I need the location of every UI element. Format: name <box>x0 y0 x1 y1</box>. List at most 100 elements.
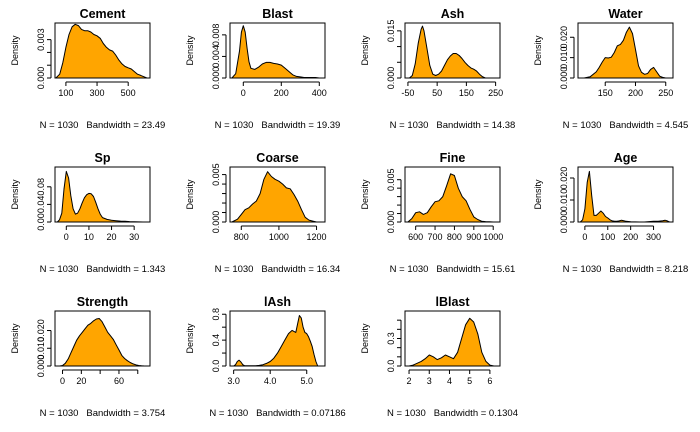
cement-x-tick-label: 100 <box>58 88 73 98</box>
lblast-x-tick-label: 6 <box>487 376 492 386</box>
blast-y-tick-label: 0.008 <box>211 24 221 47</box>
ash-y-axis: 0.000 0.015 <box>386 20 402 89</box>
sp-y-tick-label: 0.04 <box>36 196 46 214</box>
fine-y-label: Density <box>360 179 370 210</box>
age-x-tick-label: 100 <box>600 232 615 242</box>
coarse-x-axis: 800 1000 1200 <box>234 225 327 242</box>
sp-x-tick-label: 20 <box>107 232 117 242</box>
blast-y-tick-label: 0.004 <box>211 45 221 68</box>
fine-x-tick-label: 1000 <box>483 232 503 242</box>
coarse-y-label: Density <box>185 179 195 210</box>
ash-x-tick-label: 50 <box>432 88 442 98</box>
sp-x-label: N = 1030 Bandwidth = 1.343 <box>40 264 166 275</box>
water-x-tick-label: 150 <box>598 88 613 98</box>
ash-x-label: N = 1030 Bandwidth = 14.38 <box>390 120 516 131</box>
strength-x-tick-label: 60 <box>114 376 124 386</box>
fine-x-tick-label: 900 <box>466 232 481 242</box>
lash-y-axis: 0.0 0.4 0.8 <box>211 308 227 372</box>
cement-x-tick-label: 500 <box>121 88 136 98</box>
fine-plot-frame <box>404 166 501 223</box>
lash-plot-frame <box>229 310 326 367</box>
cement-x-tick-label: 300 <box>90 88 105 98</box>
sp-title: Sp <box>95 151 111 165</box>
sp-x-tick-label: 10 <box>84 232 94 242</box>
cement-y-axis: 0.000 0.003 <box>36 28 52 90</box>
water-x-tick-label: 200 <box>628 88 643 98</box>
cement-y-tick-label: 0.003 <box>36 28 46 51</box>
lash-y-tick-label: 0.4 <box>211 334 221 347</box>
fine-density-area <box>407 173 494 223</box>
ash-x-axis: -50 50 150 250 <box>401 81 503 98</box>
sp-x-tick-label: 30 <box>129 232 139 242</box>
age-y-tick-label: 0.010 <box>559 189 569 212</box>
panel-fine: Fine 600 700 800 900 1000 0.000 0.005 Density N =… <box>360 151 515 275</box>
lblast-x-axis: 2 3 4 5 6 <box>407 369 492 386</box>
age-x-tick-label: 0 <box>582 232 587 242</box>
fine-x-tick-label: 800 <box>447 232 462 242</box>
sp-y-axis: 0.000.040.08 <box>36 178 52 231</box>
cement-y-tick-label: 0.000 <box>36 67 46 90</box>
water-y-label: Density <box>533 35 543 66</box>
fine-y-tick-label: 0.000 <box>386 211 396 234</box>
strength-x-tick-label: 0 <box>60 376 65 386</box>
lblast-y-axis: 0.0 0.3 <box>386 319 402 373</box>
lblast-x-tick-label: 4 <box>447 376 452 386</box>
ash-x-tick-label: 150 <box>459 88 474 98</box>
lblast-title: lBlast <box>435 295 470 309</box>
lblast-x-label: N = 1030 Bandwidth = 0.1304 <box>387 408 518 419</box>
age-x-axis: 0 100 200 300 <box>582 225 661 242</box>
lash-density-area <box>233 315 319 367</box>
cement-title: Cement <box>80 7 127 21</box>
strength-y-label: Density <box>10 323 20 354</box>
fine-y-tick-label: 0.005 <box>386 168 396 191</box>
cement-plot-frame <box>54 22 151 79</box>
blast-x-tick-label: 0 <box>241 88 246 98</box>
strength-title: Strength <box>77 295 128 309</box>
sp-x-tick-label: 0 <box>64 232 69 242</box>
cement-density-area <box>55 23 148 79</box>
lash-title: lAsh <box>264 295 291 309</box>
coarse-y-axis: 0.000 0.005 <box>211 163 227 233</box>
lash-y-label: Density <box>185 323 195 354</box>
lblast-x-tick-label: 3 <box>427 376 432 386</box>
lblast-y-tick-label: 0.0 <box>386 360 396 373</box>
lash-x-tick-label: 3.0 <box>227 376 240 386</box>
cement-y-label: Density <box>10 35 20 66</box>
blast-x-label: N = 1030 Bandwidth = 19.39 <box>215 120 341 131</box>
age-title: Age <box>614 151 638 165</box>
fine-x-tick-label: 700 <box>428 232 443 242</box>
water-x-label: N = 1030 Bandwidth = 4.545 <box>563 120 689 131</box>
panel-lblast: lBlast 2 3 4 5 6 0.0 0.3 Density N = 1030 Bandwid… <box>360 295 518 419</box>
panel-coarse: Coarse 800 1000 1200 0.000 0.005 Density N = 10… <box>185 151 340 275</box>
cement-x-label: N = 1030 Bandwidth = 23.49 <box>40 120 166 131</box>
sp-y-tick-label: 0.00 <box>36 213 46 231</box>
water-y-tick-label: 0.000 <box>559 67 569 90</box>
lash-x-label: N = 1030 Bandwidth = 0.07186 <box>209 408 345 419</box>
lblast-y-tick-label: 0.3 <box>386 332 396 345</box>
lash-y-tick-label: 0.8 <box>211 308 221 321</box>
lblast-density-area <box>408 317 495 367</box>
strength-y-tick-label: 0.010 <box>36 337 46 360</box>
sp-y-tick-label: 0.08 <box>36 178 46 196</box>
fine-x-axis: 600 700 800 900 1000 <box>408 225 503 242</box>
lblast-y-label: Density <box>360 323 370 354</box>
fine-x-tick-label: 600 <box>408 232 423 242</box>
water-plot-frame <box>577 22 674 79</box>
blast-x-tick-label: 400 <box>312 88 327 98</box>
coarse-title: Coarse <box>256 151 298 165</box>
blast-y-tick-label: 0.000 <box>211 67 221 90</box>
blast-density-area <box>231 25 320 79</box>
coarse-density-area <box>231 171 317 223</box>
panel-sp: Sp 0 10 20 30 0.000.040.08 Density N = 1030 Ban… <box>10 151 165 275</box>
strength-plot-frame <box>54 310 151 367</box>
lblast-x-tick-label: 2 <box>407 376 412 386</box>
coarse-x-tick-label: 1000 <box>269 232 289 242</box>
ash-title: Ash <box>441 7 465 21</box>
